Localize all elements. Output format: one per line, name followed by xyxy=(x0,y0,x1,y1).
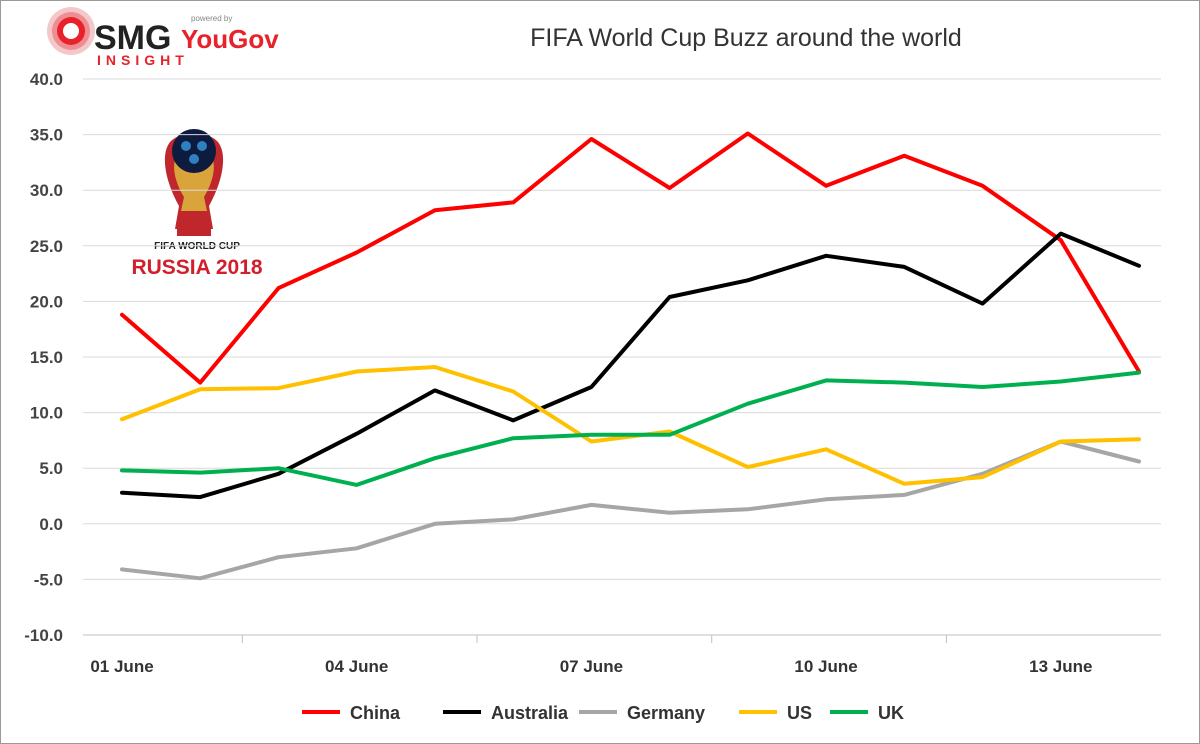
y-tick-label: 0.0 xyxy=(39,515,63,534)
brand-insight-text: INSIGHT xyxy=(97,52,189,68)
emblem-line1: FIFA WORLD CUP xyxy=(154,241,240,252)
legend-label: China xyxy=(350,703,401,723)
x-tick-label: 04 June xyxy=(325,657,388,676)
y-axis: -10.0 -5.0 0.0 5.0 10.0 15.0 20.0 25.0 30.0 35.0 4… xyxy=(24,70,63,645)
chart-title: FIFA World Cup Buzz around the world xyxy=(530,24,962,52)
legend-label: Australia xyxy=(491,703,569,723)
world-cup-emblem: FIFA WORLD CUP RUSSIA 2018 xyxy=(131,129,263,279)
x-tick-label: 10 June xyxy=(794,657,857,676)
x-axis: 01 June 04 June 07 June 10 June 13 June xyxy=(83,634,1161,676)
trophy-icon xyxy=(164,129,224,236)
series-line-uk xyxy=(120,370,1141,487)
emblem-line2: RUSSIA 2018 xyxy=(131,256,262,279)
series-line-germany xyxy=(120,439,1141,581)
smg-sunburst-icon xyxy=(47,7,95,55)
brand-powered-text: powered by xyxy=(191,14,232,23)
series-lines xyxy=(120,131,1141,581)
legend: China Australia Germany US UK xyxy=(302,703,904,723)
x-tick-label: 13 June xyxy=(1029,657,1092,676)
y-tick-label: -5.0 xyxy=(34,570,63,589)
y-tick-label: -10.0 xyxy=(24,626,63,645)
series-line-china xyxy=(120,131,1141,385)
gridlines xyxy=(83,78,1161,636)
series-line-australia xyxy=(120,231,1141,500)
x-tick-label: 01 June xyxy=(90,657,153,676)
y-tick-label: 5.0 xyxy=(39,459,63,478)
legend-label: Germany xyxy=(627,703,705,723)
legend-label: UK xyxy=(878,703,904,723)
y-tick-label: 35.0 xyxy=(30,126,63,145)
y-tick-label: 20.0 xyxy=(30,292,63,311)
brand-smg-text: SMG xyxy=(94,19,171,57)
x-tick-label: 07 June xyxy=(560,657,623,676)
series-line-us xyxy=(120,365,1141,486)
y-tick-label: 15.0 xyxy=(30,348,63,367)
brand-yougov-text: YouGov xyxy=(181,24,279,54)
y-tick-label: 25.0 xyxy=(30,237,63,256)
y-tick-label: 30.0 xyxy=(30,181,63,200)
y-tick-label: 40.0 xyxy=(30,70,63,89)
legend-label: US xyxy=(787,703,812,723)
y-tick-label: 10.0 xyxy=(30,404,63,423)
brand-logo: SMG powered by YouGov INSIGHT xyxy=(47,7,279,68)
